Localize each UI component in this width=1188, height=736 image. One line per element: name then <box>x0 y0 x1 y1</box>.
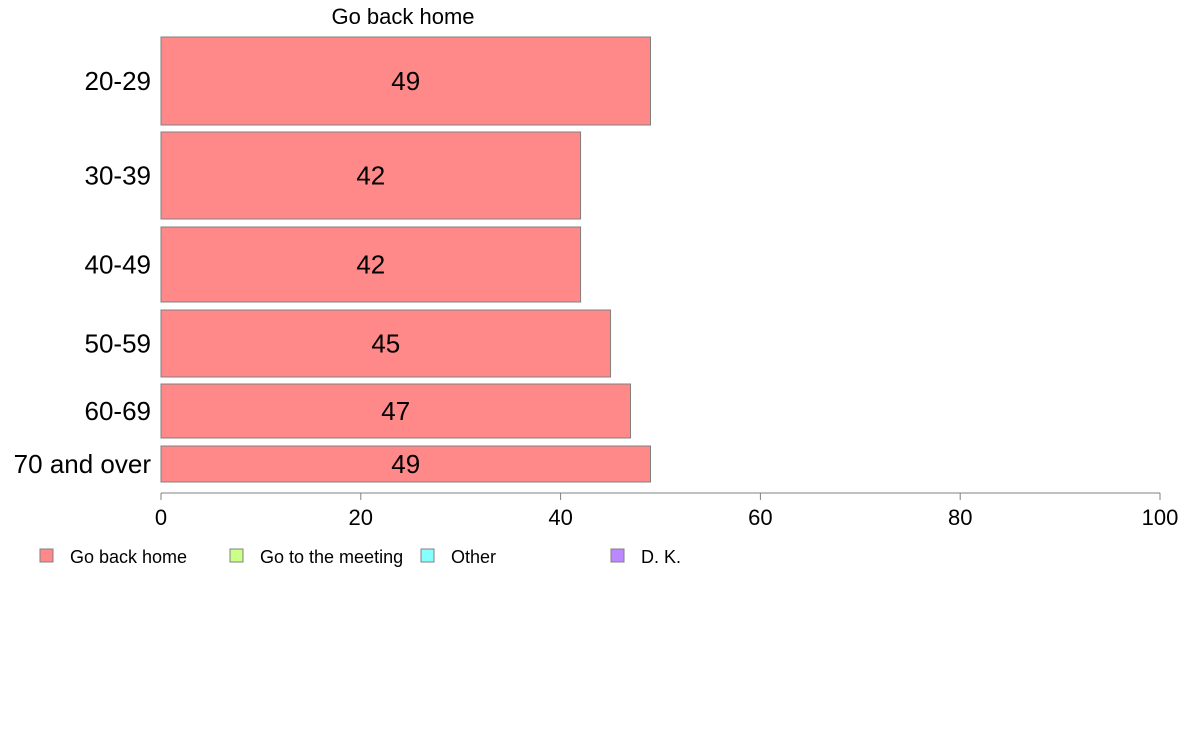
legend-swatch-d-k <box>610 548 625 563</box>
category-label-20-29: 20-29 <box>85 66 152 96</box>
x-tick-label-100: 100 <box>1142 505 1179 530</box>
legend-swatch-go-to-the-meeting <box>229 548 244 563</box>
legend-swatch-go-back-home <box>39 548 54 563</box>
legend-label-other: Other <box>451 547 496 567</box>
value-labels: 49 42 42 45 47 49 <box>356 66 420 479</box>
category-labels: 20-29 30-39 40-49 50-59 60-69 70 and over <box>14 66 152 479</box>
category-label-70-and-over: 70 and over <box>14 449 152 479</box>
value-label-70-and-over: 49 <box>391 449 420 479</box>
value-label-20-29: 49 <box>391 66 420 96</box>
bar-20-29 <box>160 36 652 126</box>
chart-title: Go back home <box>331 4 474 29</box>
x-tick-label-80: 80 <box>948 505 972 530</box>
x-tick-label-20: 20 <box>349 505 373 530</box>
category-label-50-59: 50-59 <box>85 329 152 359</box>
bar-70-and-over <box>160 445 652 483</box>
bar-30-39 <box>160 131 582 220</box>
legend-label-go-back-home: Go back home <box>70 547 187 567</box>
legend-label-go-to-the-meeting: Go to the meeting <box>260 547 403 567</box>
category-label-30-39: 30-39 <box>85 161 152 191</box>
x-tick-label-0: 0 <box>155 505 167 530</box>
legend: Go back home Go to the meeting Other D. K. <box>39 547 681 567</box>
value-label-30-39: 42 <box>356 161 385 191</box>
legend-swatch-other <box>420 548 435 563</box>
legend-label-d-k: D. K. <box>641 547 681 567</box>
bar-40-49 <box>160 226 582 303</box>
x-axis: 0 20 40 60 80 100 <box>155 492 1179 530</box>
value-label-50-59: 45 <box>371 329 400 359</box>
x-tick-label-40: 40 <box>548 505 572 530</box>
value-label-40-49: 42 <box>356 250 385 280</box>
x-tick-label-60: 60 <box>748 505 772 530</box>
bar-60-69 <box>160 383 632 439</box>
bar-50-59 <box>160 309 612 378</box>
value-label-60-69: 47 <box>381 396 410 426</box>
category-label-60-69: 60-69 <box>85 396 152 426</box>
category-label-40-49: 40-49 <box>85 250 152 280</box>
bars-group <box>160 36 652 483</box>
